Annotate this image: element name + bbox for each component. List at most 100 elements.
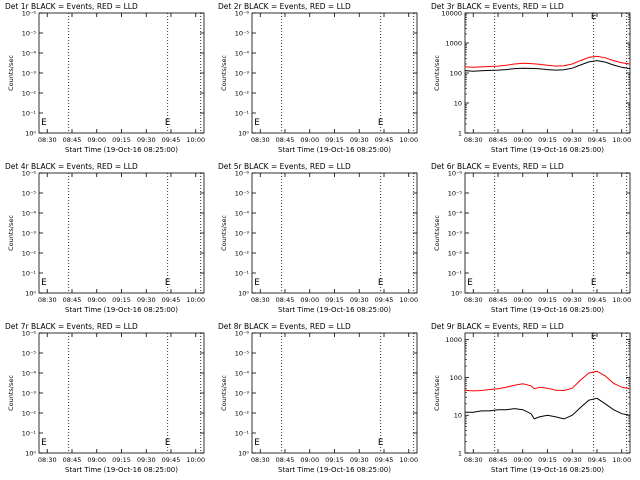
y-axis-label: Counts/sec: [220, 55, 228, 91]
x-tick-label: 09:45: [162, 456, 181, 464]
y-tick-label: 10⁻¹: [22, 270, 37, 278]
y-tick-label: 10⁻⁶: [235, 330, 250, 338]
marker-e-label: E: [378, 118, 384, 128]
left-marker-e-label: E: [467, 278, 473, 288]
plot-frame: [251, 172, 418, 294]
chart-title: Det 1r BLACK = Events, RED = LLD: [5, 2, 138, 11]
marker-e-label: E: [165, 438, 171, 448]
y-axis-label: Counts/sec: [7, 215, 15, 251]
y-tick-label: 10⁻⁵: [22, 350, 37, 358]
x-axis-label: Start Time (19-Oct-16 08:25:00): [278, 306, 391, 314]
y-axis-label: Counts/sec: [7, 55, 15, 91]
x-tick-label: 09:15: [538, 456, 557, 464]
y-tick-label: 10⁻²: [448, 250, 463, 258]
chart-title: Det 3r BLACK = Events, RED = LLD: [431, 2, 564, 11]
y-tick-label: 10⁻³: [235, 70, 250, 78]
y-tick-label: 10⁻²: [22, 410, 37, 418]
x-tick-label: 08:45: [489, 136, 508, 144]
x-tick-label: 09:45: [162, 296, 181, 304]
y-tick-label: 10⁻⁵: [235, 190, 250, 198]
x-tick-label: 09:00: [300, 136, 319, 144]
left-marker-e-label: E: [254, 278, 260, 288]
x-tick-label: 09:00: [300, 456, 319, 464]
y-tick-label: 10⁻⁶: [22, 170, 37, 178]
y-axis-label: Counts/sec: [433, 215, 441, 251]
marker-e-label: E: [591, 12, 597, 22]
marker-e-label: E: [378, 438, 384, 448]
y-tick-label: 10⁻⁶: [448, 170, 463, 178]
x-tick-label: 09:00: [513, 296, 532, 304]
x-tick-label: 10:00: [186, 456, 205, 464]
y-tick-label: 1: [458, 130, 462, 138]
y-tick-label: 10⁻³: [22, 390, 37, 398]
chart-title: Det 8r BLACK = Events, RED = LLD: [218, 322, 351, 331]
x-tick-label: 09:00: [87, 456, 106, 464]
y-tick-label: 10⁰: [25, 450, 36, 458]
plot-frame: [464, 172, 631, 294]
x-tick-label: 09:45: [588, 136, 607, 144]
marker-e-label: E: [165, 118, 171, 128]
y-tick-label: 10⁻²: [22, 90, 37, 98]
x-tick-label: 08:45: [489, 296, 508, 304]
x-tick-label: 09:15: [112, 456, 131, 464]
y-tick-label: 100: [450, 70, 462, 78]
x-tick-label: 08:30: [251, 136, 270, 144]
x-tick-label: 09:15: [538, 296, 557, 304]
y-tick-label: 10⁻³: [22, 70, 37, 78]
y-tick-label: 10⁻⁶: [22, 10, 37, 18]
x-tick-label: 10:00: [612, 136, 631, 144]
y-tick-label: 10⁻¹: [448, 270, 463, 278]
detector-panel-3: Det 3r BLACK = Events, RED = LLD 1 10 100 10…: [431, 2, 631, 154]
y-tick-label: 10⁻⁵: [22, 30, 37, 38]
detector-panel-6: Det 6r BLACK = Events, RED = LLD 10⁰ 10⁻¹ 1…: [431, 162, 631, 314]
x-tick-label: 10:00: [612, 296, 631, 304]
plot-frame: [251, 332, 418, 454]
x-tick-label: 08:30: [464, 296, 483, 304]
x-tick-label: 09:30: [350, 136, 369, 144]
detector-panel-7: Det 7r BLACK = Events, RED = LLD 10⁰ 10⁻¹ 1…: [5, 322, 205, 474]
x-axis-label: Start Time (19-Oct-16 08:25:00): [491, 146, 604, 154]
marker-e-label: E: [378, 278, 384, 288]
x-tick-label: 08:45: [489, 456, 508, 464]
x-tick-label: 10:00: [399, 136, 418, 144]
left-marker-e-label: E: [41, 118, 47, 128]
y-tick-label: 10⁻³: [235, 230, 250, 238]
y-tick-label: 10⁻²: [22, 250, 37, 258]
y-tick-label: 10⁻⁶: [235, 170, 250, 178]
x-axis-label: Start Time (19-Oct-16 08:25:00): [278, 466, 391, 474]
chart-title: Det 2r BLACK = Events, RED = LLD: [218, 2, 351, 11]
y-tick-label: 10⁰: [25, 290, 36, 298]
y-tick-label: 1000: [445, 40, 462, 48]
detector-panel-4: Det 4r BLACK = Events, RED = LLD 10⁰ 10⁻¹ 1…: [5, 162, 205, 314]
x-tick-label: 08:30: [251, 456, 270, 464]
left-marker-e-label: E: [41, 278, 47, 288]
x-tick-label: 08:30: [38, 296, 57, 304]
x-tick-label: 10:00: [186, 136, 205, 144]
y-tick-label: 10⁻³: [235, 390, 250, 398]
y-tick-label: 1: [458, 450, 462, 458]
x-tick-label: 08:45: [276, 296, 295, 304]
x-axis-label: Start Time (19-Oct-16 08:25:00): [65, 306, 178, 314]
x-tick-label: 09:15: [325, 136, 344, 144]
left-marker-e-label: E: [41, 438, 47, 448]
x-tick-label: 09:30: [137, 456, 156, 464]
marker-e-label: E: [165, 278, 171, 288]
y-tick-label: 10⁻³: [22, 230, 37, 238]
x-tick-label: 09:00: [87, 136, 106, 144]
x-tick-label: 08:45: [63, 136, 82, 144]
y-tick-label: 10⁻¹: [22, 110, 37, 118]
y-tick-label: 10⁰: [451, 290, 462, 298]
plot-frame: [38, 12, 205, 134]
plot-frame: [464, 12, 631, 134]
detector-panel-5: Det 5r BLACK = Events, RED = LLD 10⁰ 10⁻¹ 1…: [218, 162, 418, 314]
x-tick-label: 09:30: [350, 296, 369, 304]
events-series-line: [464, 60, 631, 72]
x-tick-label: 09:30: [563, 296, 582, 304]
x-tick-label: 08:30: [464, 136, 483, 144]
y-tick-label: 10⁻²: [235, 90, 250, 98]
plot-frame: [251, 12, 418, 134]
y-tick-label: 10⁰: [25, 130, 36, 138]
x-tick-label: 09:00: [300, 296, 319, 304]
marker-e-label: E: [591, 332, 597, 342]
